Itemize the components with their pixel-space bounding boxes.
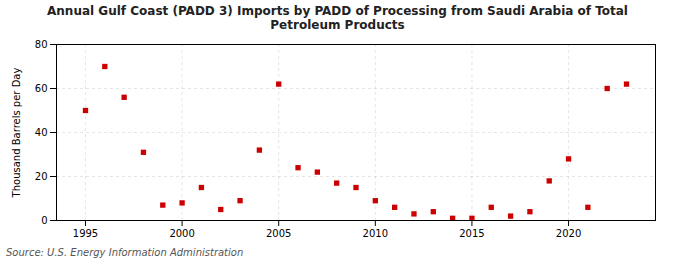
svg-text:60: 60 [35,83,48,94]
svg-text:0: 0 [41,215,47,226]
html-text:Source: U.S. Energy Informatio: Source: U.S. Energy Information Administ… [6,247,244,258]
html-text:Annual Gulf Coast (PADD 3) Imp: Annual Gulf Coast (PADD 3) Imports by PA… [47,4,628,32]
svg-text:2010: 2010 [363,228,388,239]
svg-text:20: 20 [35,171,48,182]
svg-text:2005: 2005 [266,228,291,239]
svg-text:Thousand Barrels per Day: Thousand Barrels per Day [11,68,22,199]
svg-text:2020: 2020 [556,228,581,239]
svg-text:40: 40 [35,127,48,138]
svg-text:80: 80 [35,39,48,50]
svg-text:2015: 2015 [459,228,484,239]
svg-text:1995: 1995 [73,228,98,239]
svg-text:2000: 2000 [169,228,194,239]
